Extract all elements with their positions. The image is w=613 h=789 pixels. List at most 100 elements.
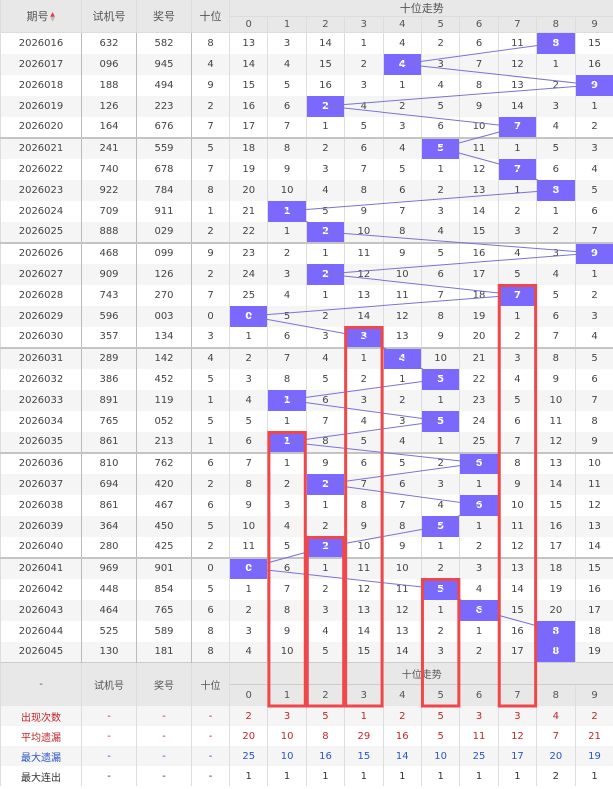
miss-cell: 8	[344, 494, 384, 516]
tens-cell: 2	[191, 536, 230, 558]
test-cell: 765	[81, 410, 137, 432]
tens-cell: 9	[191, 241, 230, 264]
miss-cell: 4	[305, 346, 345, 369]
table-row: 2026019 126 223 2 16 6 2 4 2 5 9 14 3 1	[0, 95, 613, 117]
test-cell: 096	[81, 53, 137, 75]
miss-cell: 13	[228, 32, 268, 54]
hit-cell: 2	[305, 263, 345, 285]
period-cell: 2026039	[0, 515, 82, 537]
miss-cell: 13	[459, 179, 499, 201]
miss-cell: 3	[574, 136, 613, 159]
miss-cell: 4	[497, 368, 537, 390]
miss-cell: 13	[382, 326, 422, 348]
miss-cell: 7	[344, 158, 384, 180]
table-row: 2026040 280 425 2 11 5 2 10 9 1 2 12 17 14	[0, 536, 613, 558]
miss-cell: 13	[344, 599, 384, 621]
stat-value: 4	[536, 706, 576, 726]
miss-cell: 8	[344, 179, 384, 201]
miss-cell: 7	[459, 53, 499, 75]
sort-icon[interactable]: ▲ ▼	[50, 11, 55, 23]
hit-cell: 2	[305, 221, 345, 243]
test-cell: 364	[81, 515, 137, 537]
miss-cell: 8	[459, 74, 499, 96]
miss-cell: 1	[420, 389, 460, 411]
miss-cell: 3	[382, 410, 422, 432]
period-cell: 2026031	[0, 346, 82, 369]
stat-value: 20	[228, 726, 268, 746]
miss-cell: 19	[228, 158, 268, 180]
period-cell: 2026042	[0, 578, 82, 600]
stat-dash: -	[81, 726, 137, 746]
miss-cell: 16	[536, 515, 576, 537]
miss-cell: 24	[228, 263, 268, 285]
miss-cell: 6	[420, 263, 460, 285]
prize-cell: 765	[136, 599, 192, 621]
miss-cell: 11	[497, 515, 537, 537]
stat-dash: -	[81, 766, 137, 786]
tens-cell: 2	[191, 95, 230, 117]
miss-cell: 14	[228, 53, 268, 75]
period-cell: 2026032	[0, 368, 82, 390]
table-row: 2026023 922 784 8 20 10 4 8 6 2 13 1 8 5	[0, 179, 613, 201]
miss-cell: 18	[459, 284, 499, 306]
test-cell: 130	[81, 641, 137, 663]
hit-cell: 5	[420, 136, 460, 159]
tens-trend-header: 十位走势	[228, 0, 613, 17]
stat-row: 平均遗漏 - - -20 10 8 29 16 5 11 12 7 21	[0, 726, 613, 746]
test-cell: 386	[81, 368, 137, 390]
miss-cell: 16	[228, 95, 268, 117]
miss-cell: 12	[344, 263, 384, 285]
miss-cell: 13	[344, 284, 384, 306]
footer-digit-header-5: 5	[420, 684, 460, 706]
stat-dash: -	[81, 746, 137, 766]
tens-cell: 7	[191, 284, 230, 306]
tens-header: 十位	[191, 0, 230, 33]
miss-cell: 5	[344, 431, 384, 453]
table-row: 2026031 289 142 4 2 7 4 1 4 10 21 3 8 5	[0, 346, 613, 369]
miss-cell: 6	[574, 368, 613, 390]
miss-cell: 11	[382, 284, 422, 306]
hit-cell: 8	[536, 32, 576, 54]
prize-cell: 582	[136, 32, 192, 54]
miss-cell: 9	[536, 368, 576, 390]
miss-cell: 10	[382, 263, 422, 285]
miss-cell: 7	[574, 221, 613, 243]
miss-cell: 3	[574, 305, 613, 327]
miss-cell: 4	[305, 179, 345, 201]
stat-value: 1	[497, 766, 537, 786]
miss-cell: 1	[344, 32, 384, 54]
footer-digit-header-6: 6	[459, 684, 499, 706]
miss-cell: 13	[574, 515, 613, 537]
table-row: 2026038 861 467 6 9 3 1 8 7 4 6 10 15 12	[0, 494, 613, 516]
miss-cell: 7	[267, 346, 307, 369]
prize-cell: 126	[136, 263, 192, 285]
miss-cell: 5	[267, 305, 307, 327]
period-cell: 2026041	[0, 556, 82, 579]
test-cell: 357	[81, 326, 137, 348]
tens-cell: 3	[191, 326, 230, 348]
miss-cell: 1	[420, 536, 460, 558]
miss-cell: 2	[420, 620, 460, 642]
miss-cell: 2	[574, 116, 613, 138]
stat-value: 5	[420, 726, 460, 746]
stat-value: 2	[574, 706, 613, 726]
miss-cell: 12	[382, 599, 422, 621]
miss-cell: 14	[497, 578, 537, 600]
stat-dash: -	[191, 706, 230, 726]
digit-header-3: 3	[344, 16, 384, 33]
tens-cell: 7	[191, 116, 230, 138]
period-column-header[interactable]: 期号 ▲ ▼	[0, 0, 82, 33]
tens-cell: 6	[191, 451, 230, 474]
miss-cell: 2	[536, 221, 576, 243]
miss-cell: 3	[305, 326, 345, 348]
stat-dash: -	[136, 726, 192, 746]
table-row: 2026021 241 559 5 18 8 2 6 4 5 11 1 5 3	[0, 136, 613, 159]
miss-cell: 12	[459, 158, 499, 180]
miss-cell: 14	[536, 473, 576, 495]
stat-value: 15	[344, 746, 384, 766]
miss-cell: 4	[228, 389, 268, 411]
stat-dash: -	[191, 766, 230, 786]
tens-cell: 5	[191, 578, 230, 600]
miss-cell: 6	[382, 473, 422, 495]
prize-cell: 589	[136, 620, 192, 642]
